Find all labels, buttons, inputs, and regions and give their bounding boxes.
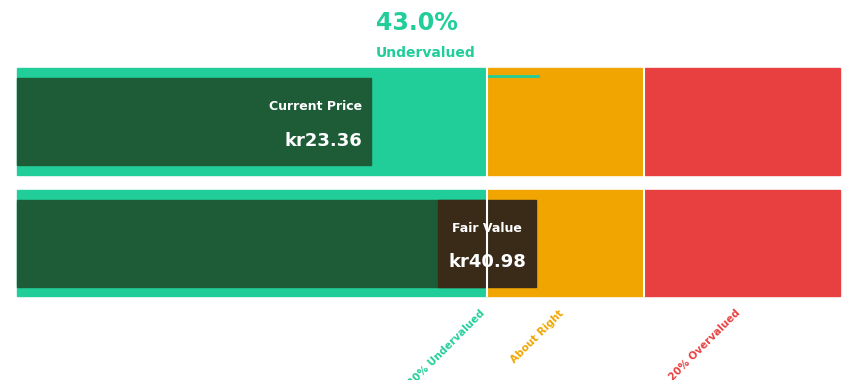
Text: About Right: About Right [508,308,565,364]
Text: Fair Value: Fair Value [452,222,521,234]
Text: kr40.98: kr40.98 [447,253,526,271]
Bar [17,68,486,175]
Text: kr23.36: kr23.36 [285,131,362,150]
Bar [643,190,839,296]
Bar [486,190,643,296]
Bar [643,68,839,175]
Bar [437,200,536,287]
Text: 20% Undervalued: 20% Undervalued [406,308,486,380]
Bar [17,78,371,165]
Text: 20% Overvalued: 20% Overvalued [666,308,741,380]
Bar [17,190,486,296]
Text: Current Price: Current Price [269,100,362,113]
Bar [17,200,486,287]
Text: 43.0%: 43.0% [376,11,458,35]
Text: Undervalued: Undervalued [376,46,475,60]
Bar [486,68,643,175]
